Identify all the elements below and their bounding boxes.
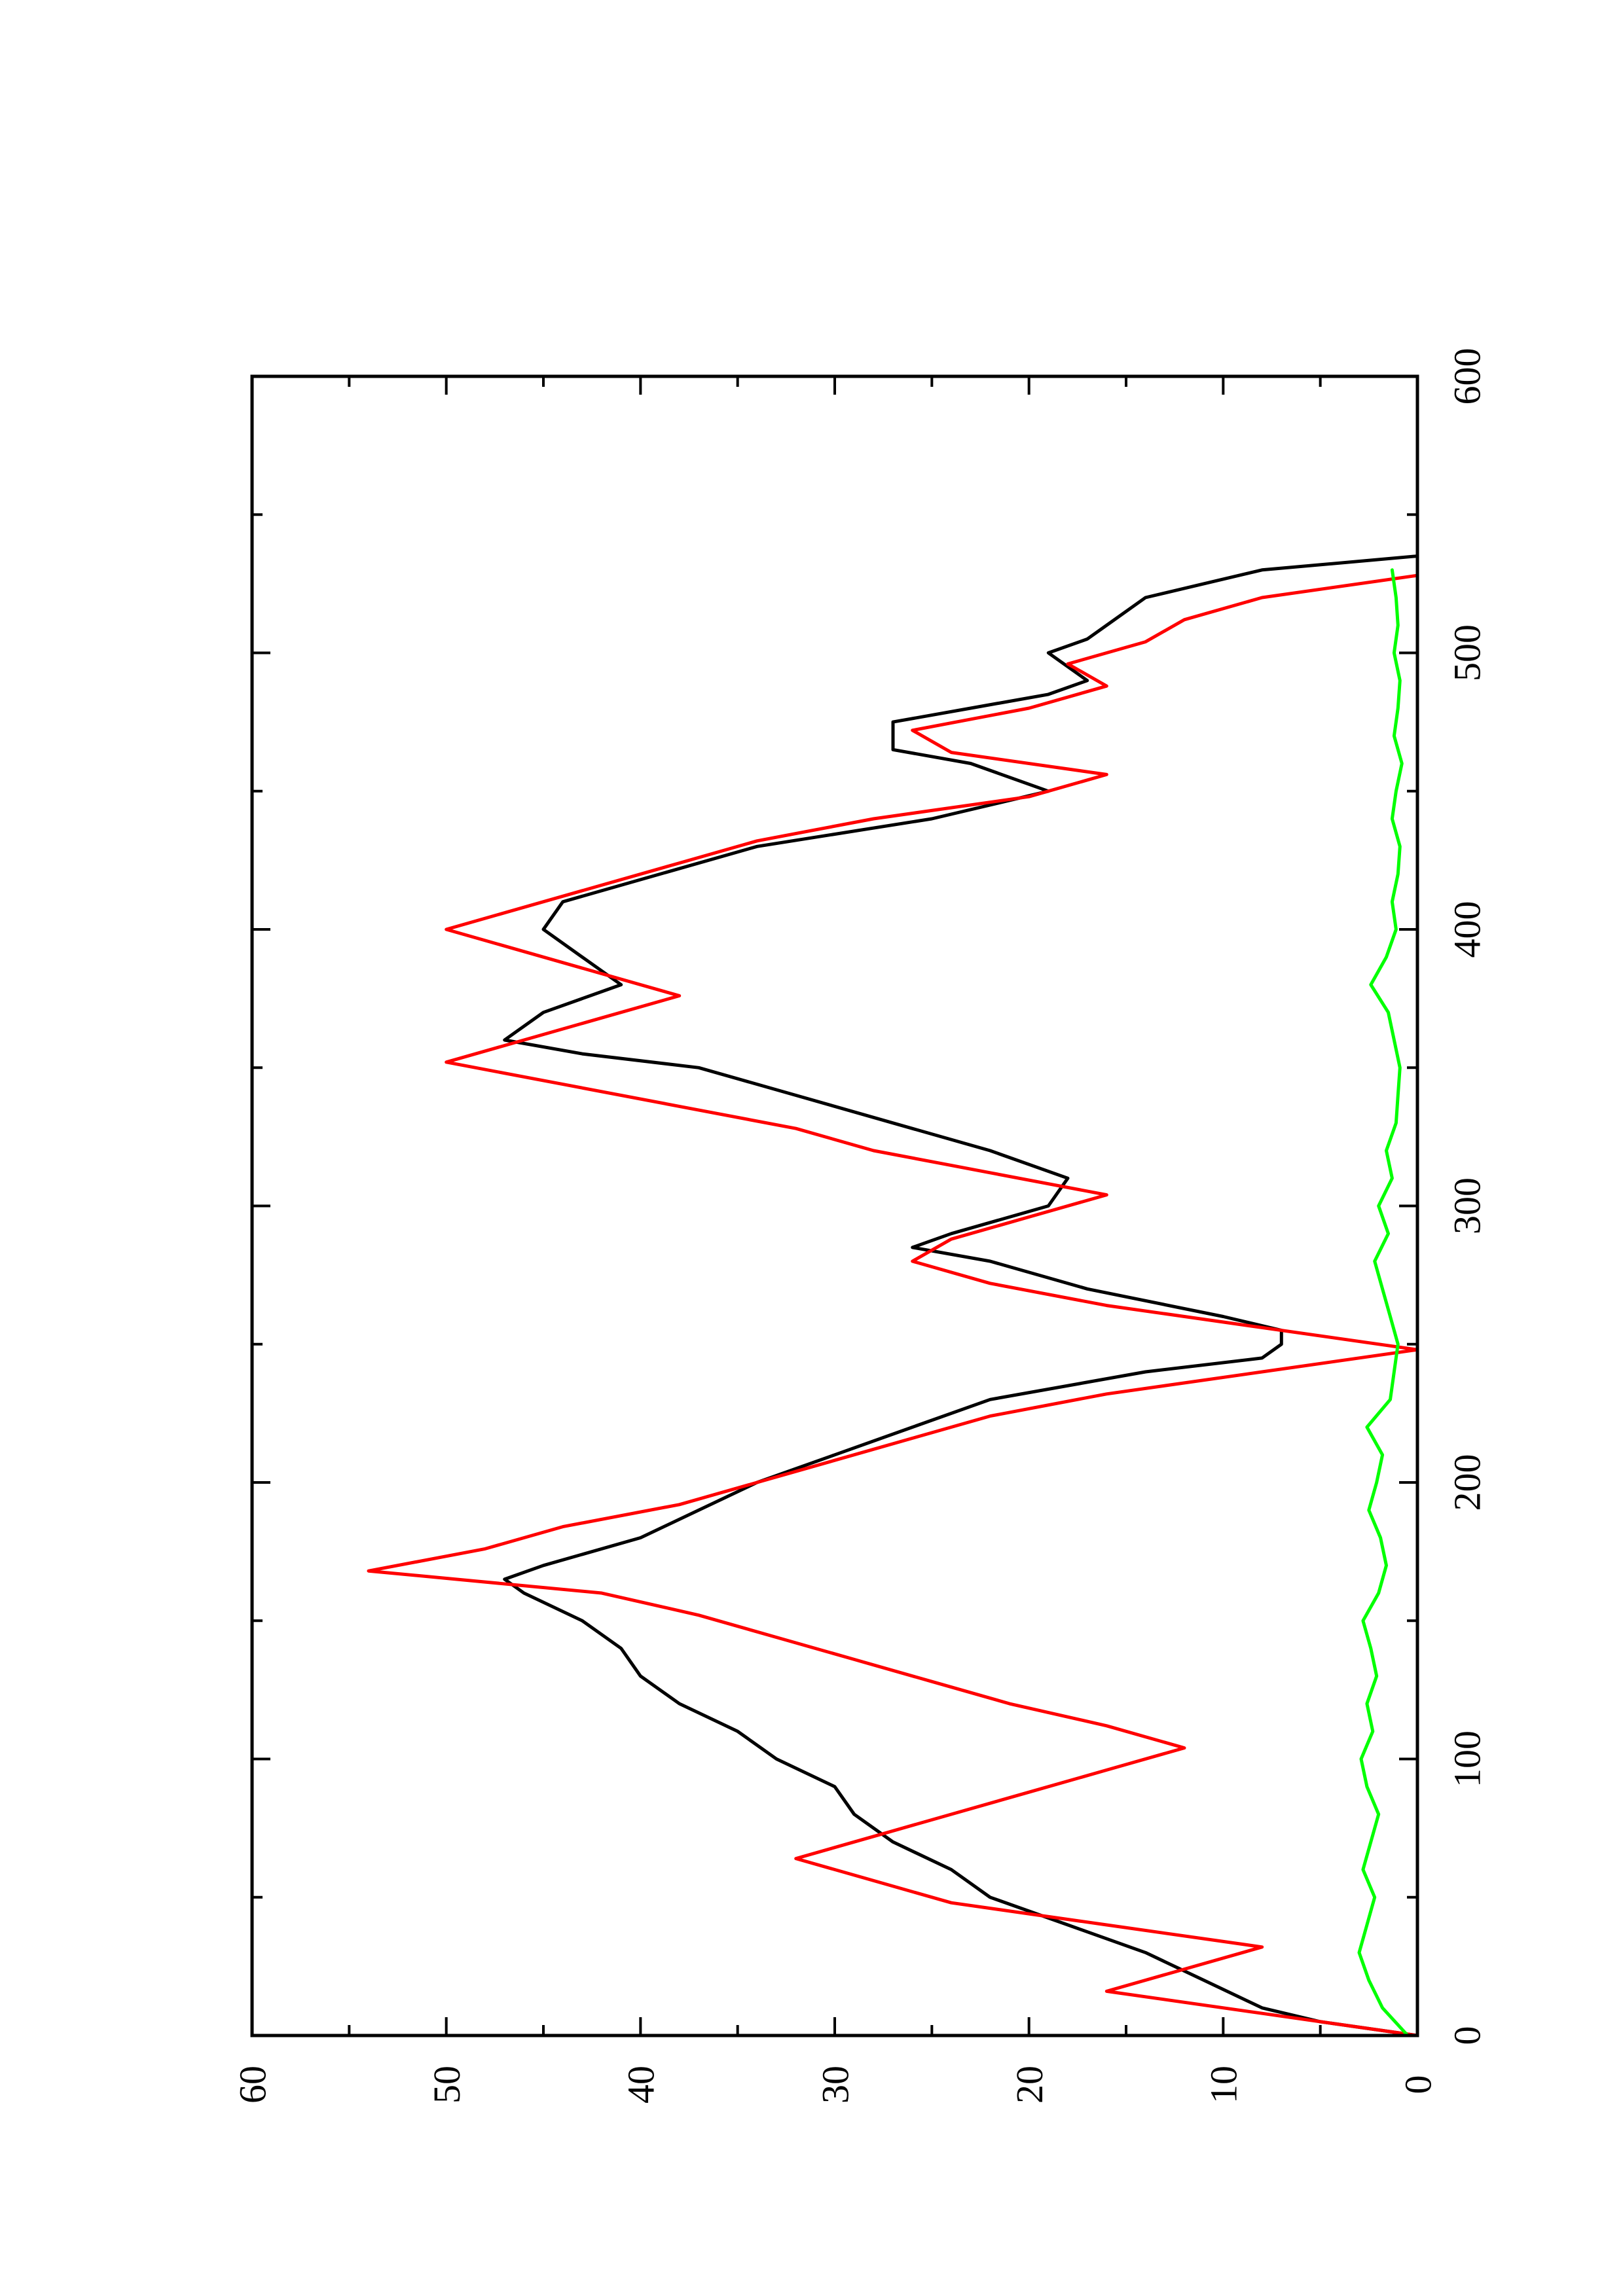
red-series-line — [367, 573, 1419, 2037]
x-tick-label: 200 — [1446, 1454, 1488, 1511]
x-tick-label: 0 — [1446, 2026, 1488, 2045]
y-tick-label: 0 — [1396, 2075, 1439, 2094]
black-series-line — [503, 554, 1419, 2037]
x-tick-label: 300 — [1446, 1177, 1488, 1234]
x-tick-label: 500 — [1446, 624, 1488, 681]
axes — [250, 374, 1419, 2037]
y-tick-label: 50 — [426, 2066, 468, 2104]
tick-labels: 0 100 200 300 400 500 600 0 10 20 30 40 50 60 — [231, 348, 1488, 2104]
y-tick-label: 10 — [1203, 2066, 1245, 2104]
plot-series — [367, 554, 1419, 2037]
x-tick-label: 400 — [1446, 901, 1488, 958]
x-tick-label: 100 — [1446, 1731, 1488, 1787]
y-tick-label: 20 — [1008, 2066, 1051, 2104]
y-tick-label: 30 — [814, 2066, 856, 2104]
x-tick-label: 600 — [1446, 348, 1488, 405]
green-series-line — [1357, 568, 1410, 2037]
y-tick-label: 60 — [231, 2066, 274, 2104]
y-tick-label: 40 — [620, 2066, 663, 2104]
